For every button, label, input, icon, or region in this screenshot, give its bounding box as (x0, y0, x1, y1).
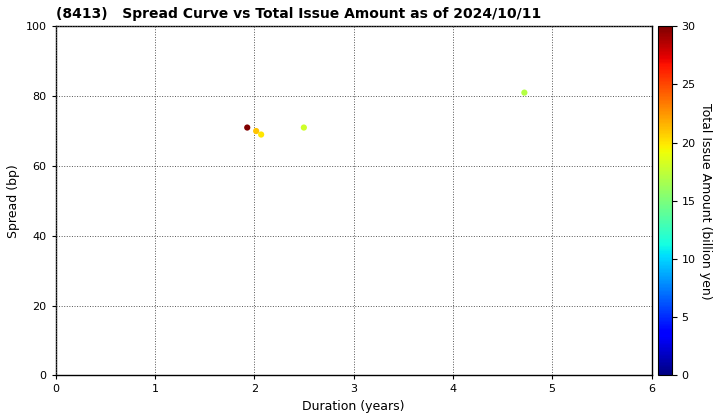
Point (298, 124, 310, 131)
Text: (8413)   Spread Curve vs Total Issue Amount as of 2024/10/11: (8413) Spread Curve vs Total Issue Amoun… (55, 7, 541, 21)
Point (518, 89, 530, 96)
Y-axis label: Spread (bp): Spread (bp) (7, 164, 20, 238)
Y-axis label: Total Issue Amount (billion yen): Total Issue Amount (billion yen) (699, 102, 712, 299)
Point (256, 131, 267, 138)
X-axis label: Duration (years): Duration (years) (302, 400, 405, 413)
Point (251, 128, 262, 134)
Point (241, 124, 253, 131)
